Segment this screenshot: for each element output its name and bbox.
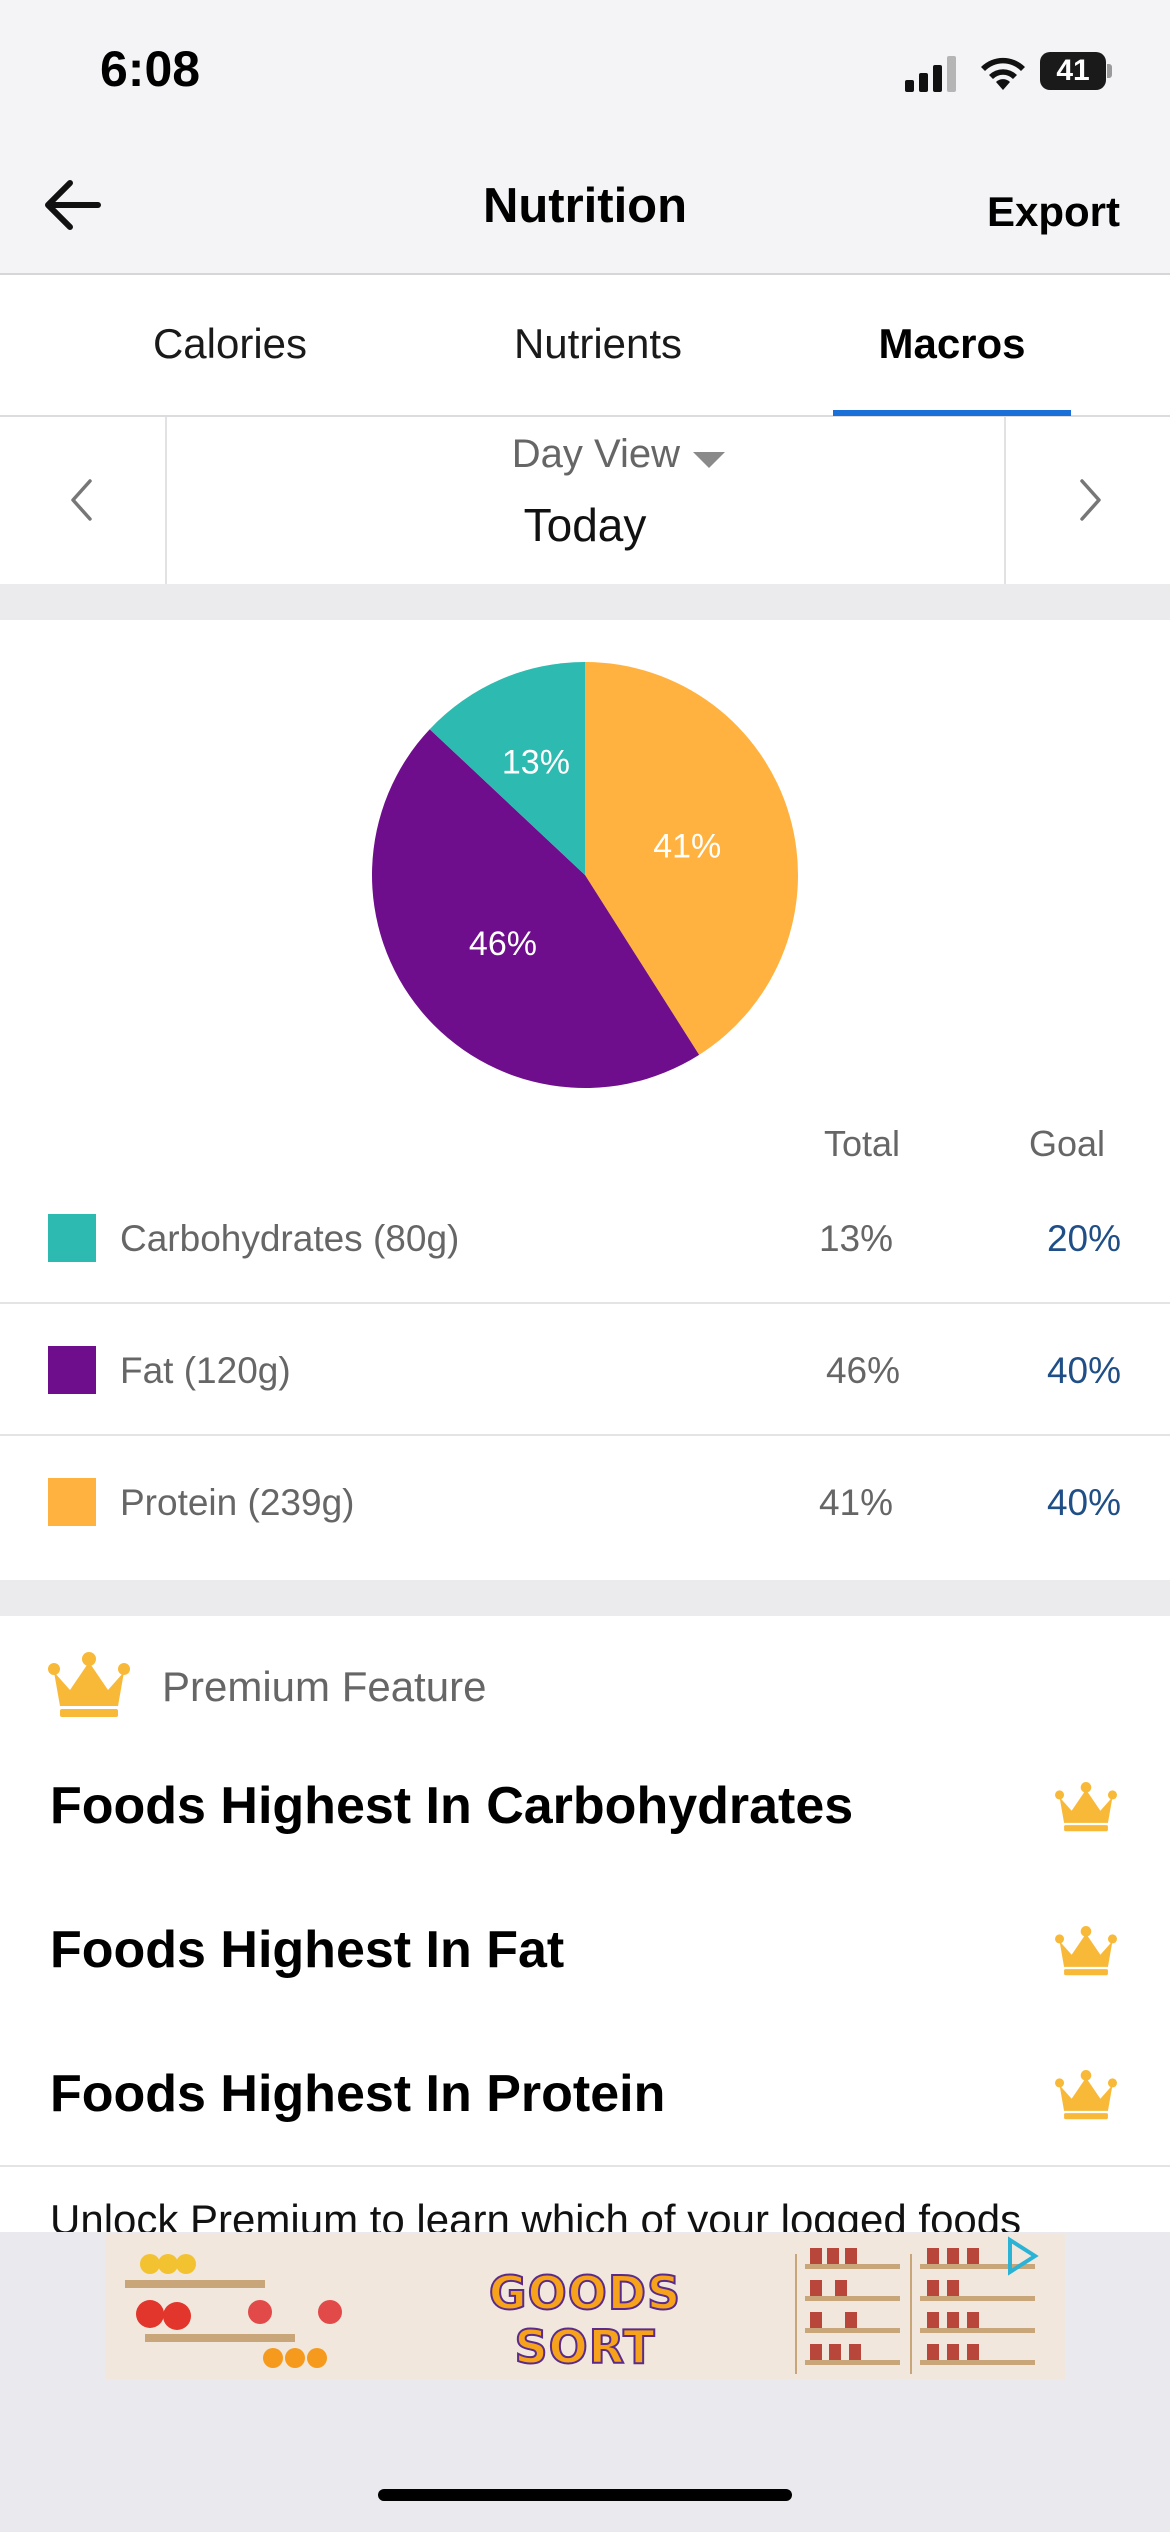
battery-icon: 41: [1040, 52, 1112, 90]
tab-macros[interactable]: Macros: [878, 320, 1026, 367]
battery-level: 41: [1056, 54, 1090, 87]
day-selector: [0, 417, 1170, 584]
pie-label-carbohydrates: 13%: [502, 744, 570, 782]
crown-icon: [1055, 2070, 1117, 2120]
cellular-signal-icon: [905, 56, 956, 92]
next-day-button[interactable]: [1004, 417, 1170, 584]
foods-highest-protein-link[interactable]: Foods Highest In Protein: [50, 2065, 666, 2123]
protein-swatch: [48, 1478, 96, 1526]
status-bar: [0, 0, 1170, 150]
chevron-left-icon: [71, 479, 92, 521]
back-arrow-icon[interactable]: [40, 175, 110, 235]
crown-icon: [1055, 1926, 1117, 1976]
ad-banner[interactable]: GOODS SORT: [105, 2234, 1065, 2379]
crown-icon: [1055, 1782, 1117, 1832]
dropdown-caret-icon[interactable]: [693, 452, 725, 468]
home-indicator: [378, 2489, 792, 2501]
tab-nutrients[interactable]: Nutrients: [513, 320, 683, 367]
ad-artwork: [105, 2234, 1065, 2379]
carbohydrates-swatch: [48, 1214, 96, 1262]
crown-icon: [48, 1652, 130, 1717]
row-divider: [0, 1434, 1170, 1436]
tab-calories[interactable]: Calories: [152, 320, 308, 367]
premium-feature-label: Premium Feature: [162, 1663, 487, 1710]
export-button[interactable]: Export: [986, 188, 1120, 235]
status-time: 6:08: [100, 41, 201, 97]
fat-swatch: [48, 1346, 96, 1394]
total-column-header: Total: [823, 1123, 900, 1164]
protein-goal: 40%: [1046, 1482, 1121, 1523]
foods-highest-fat-link[interactable]: Foods Highest In Fat: [50, 1921, 565, 1979]
pie-label-fat: 46%: [469, 925, 537, 963]
ad-title: GOODS SORT: [488, 2265, 682, 2375]
fat-label: Fat (120g): [120, 1350, 291, 1391]
pie-label-protein: 41%: [653, 827, 721, 865]
protein-total: 41%: [818, 1482, 893, 1523]
section-divider: [0, 2165, 1170, 2167]
pie-slice-carbohydrates: [429, 662, 585, 875]
section-divider: [0, 584, 1170, 620]
foods-highest-carbohydrates-link[interactable]: Foods Highest In Carbohydrates: [50, 1777, 854, 1835]
carbohydrates-total: 13%: [818, 1218, 893, 1259]
fat-goal: 40%: [1046, 1350, 1121, 1391]
page-title: Nutrition: [482, 179, 688, 233]
goal-column-header: Goal: [1028, 1123, 1105, 1164]
previous-day-button[interactable]: [0, 417, 167, 584]
pie-slice-protein: [585, 662, 798, 1055]
pie-slice-fat: [371, 729, 700, 1088]
fat-total: 46%: [825, 1350, 900, 1391]
wifi-icon: [981, 57, 1025, 90]
section-divider: [0, 1580, 1170, 1616]
view-mode-dropdown[interactable]: Day View: [511, 432, 680, 476]
protein-label: Protein (239g): [120, 1482, 355, 1523]
carbohydrates-goal: 20%: [1046, 1218, 1121, 1259]
macros-pie-chart: 41% 46% 13%: [371, 662, 798, 1088]
carbohydrates-label: Carbohydrates (80g): [120, 1218, 460, 1259]
tab-bar: Calories Nutrients Macros: [0, 275, 1170, 417]
nav-bar: [0, 150, 1170, 275]
row-divider: [0, 1302, 1170, 1304]
chevron-right-icon: [1080, 479, 1101, 521]
date-label: Today: [523, 499, 647, 551]
active-tab-indicator: [833, 410, 1071, 416]
